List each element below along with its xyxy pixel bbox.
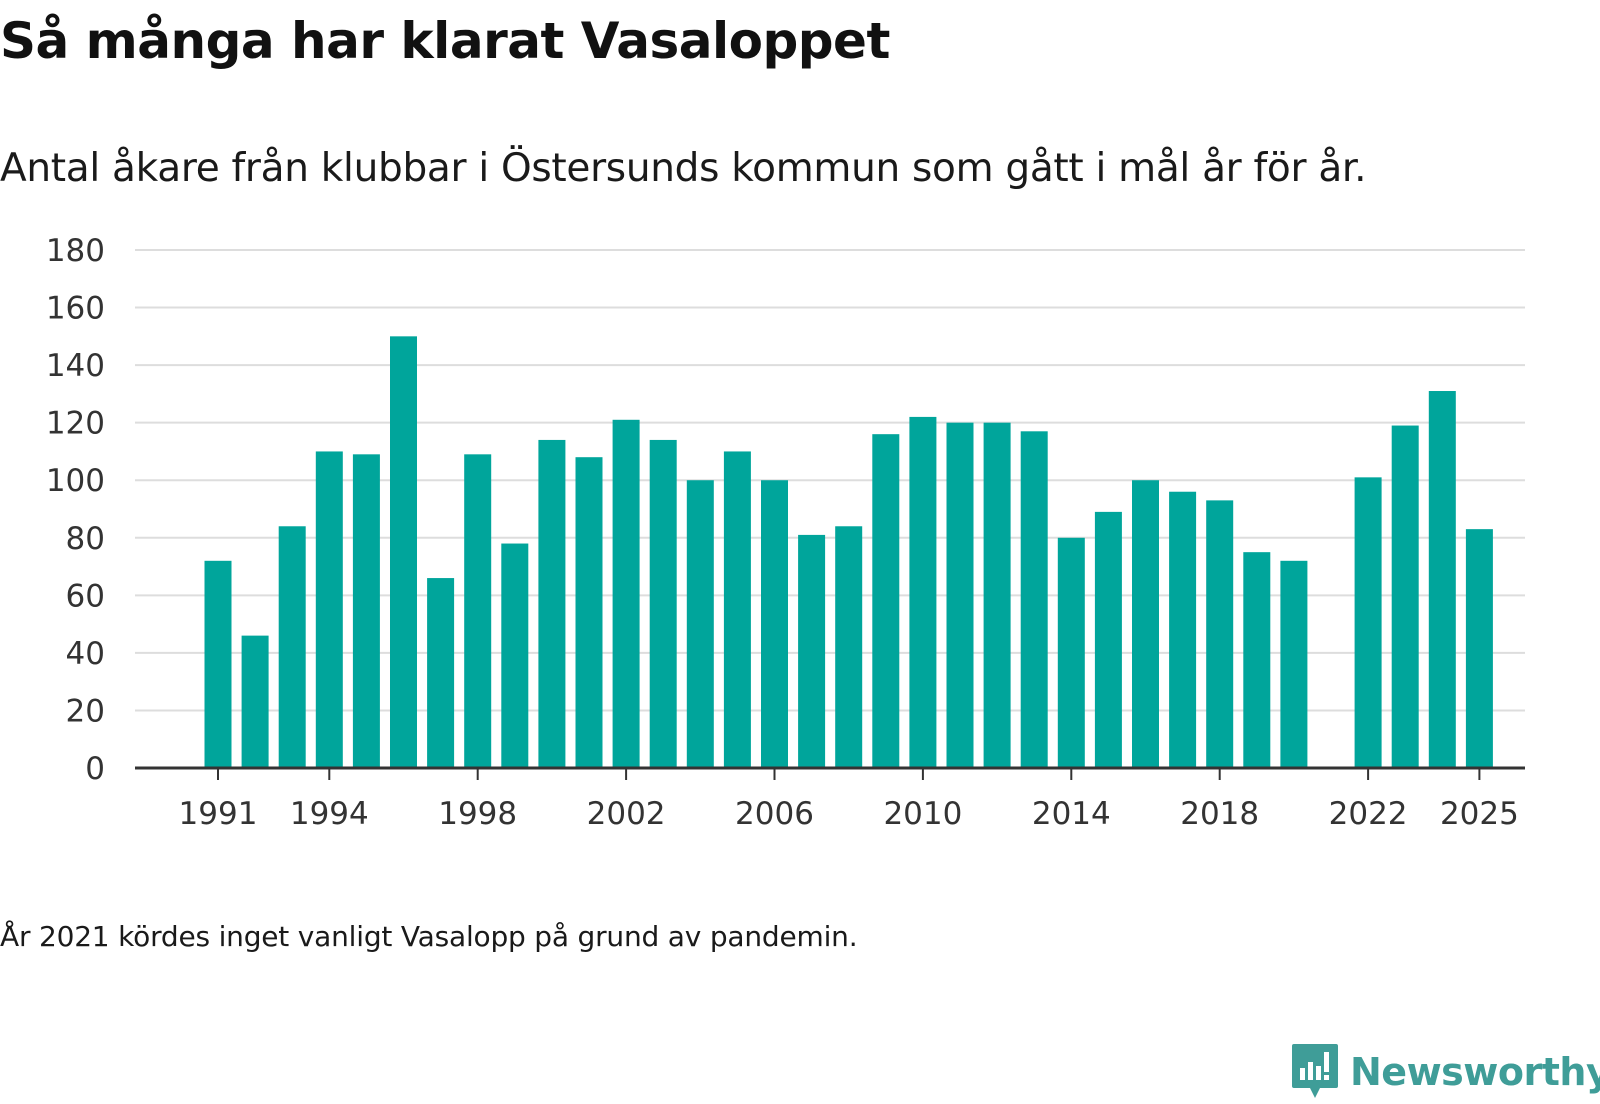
bar-2014 [1057,537,1085,768]
bar-2006 [761,480,788,768]
x-tick-label-2014: 2014 [1032,796,1111,832]
footnote: År 2021 kördes inget vanligt Vasalopp på… [0,920,858,953]
y-tick-label-40: 40 [66,636,105,672]
chart-title: Så många har klarat Vasaloppet [0,12,890,70]
bar-2019 [1243,552,1271,768]
y-tick-label-0: 0 [85,751,105,787]
bar-2022 [1354,477,1382,768]
y-tick-label-100: 100 [46,463,105,499]
y-tick-label-160: 160 [46,291,105,327]
bar-2020 [1280,560,1308,768]
bar-2012 [983,422,1011,768]
bar-2016 [1132,480,1159,768]
bar-2000 [538,439,566,768]
bar-1995 [352,454,380,768]
bar-2010 [909,416,937,768]
y-tick-label-20: 20 [66,693,105,729]
bar-2023 [1391,425,1419,768]
bars [204,336,1493,768]
bar-1991 [204,560,232,768]
bar-1993 [278,526,306,768]
brand-logo: Newsworthy [1290,1040,1600,1104]
bar-2013 [1020,431,1048,768]
gridlines [135,249,1525,712]
y-tick-label-80: 80 [66,521,105,557]
bar-2017 [1169,491,1197,768]
y-tick-label-60: 60 [66,578,105,614]
bar-2015 [1094,511,1122,768]
bar-2025 [1465,529,1493,768]
x-tick-label-1998: 1998 [438,796,517,832]
x-tick-label-1991: 1991 [179,796,258,832]
bar-2024 [1428,391,1456,768]
bar-2001 [575,457,603,768]
bar-1998 [464,454,492,768]
x-tick-label-1994: 1994 [290,796,369,832]
y-tick-label-120: 120 [46,406,105,442]
x-tick-label-2010: 2010 [883,796,962,832]
bar-2009 [872,434,900,768]
bar-2008 [835,526,863,768]
newsworthy-logo-icon [1292,1044,1338,1098]
bar-2018 [1206,500,1234,768]
x-tick-label-2025: 2025 [1440,796,1519,832]
bar-1997 [427,578,455,768]
y-axis-labels: 0 20 40 60 80 100 120 140 160 180 [46,233,105,787]
bar-chart: 0 20 40 60 80 100 120 140 160 180 1991 1994 1998 200… [46,233,1525,832]
y-tick-label-180: 180 [46,233,105,269]
bar-1992 [241,635,269,768]
bar-2011 [946,422,974,768]
x-tick-label-2006: 2006 [735,796,814,832]
chart-subtitle: Antal åkare från klubbar i Östersunds ko… [0,146,1367,191]
bar-2003 [649,439,677,768]
y-tick-label-140: 140 [46,348,105,384]
bar-1994 [315,451,343,768]
brand-name: Newsworthy [1350,1050,1600,1094]
bar-2004 [686,480,714,768]
x-tick-label-2018: 2018 [1180,796,1259,832]
bar-2005 [723,451,751,768]
x-tick-label-2002: 2002 [587,796,666,832]
bar-1996 [390,336,417,768]
x-tick-label-2022: 2022 [1329,796,1408,832]
bar-1999 [501,543,529,768]
x-axis-ticks: 1991 1994 1998 2002 2006 2010 2014 2018 2022 2025 [179,768,1519,832]
bar-2007 [798,534,826,768]
bar-2002 [612,419,640,768]
